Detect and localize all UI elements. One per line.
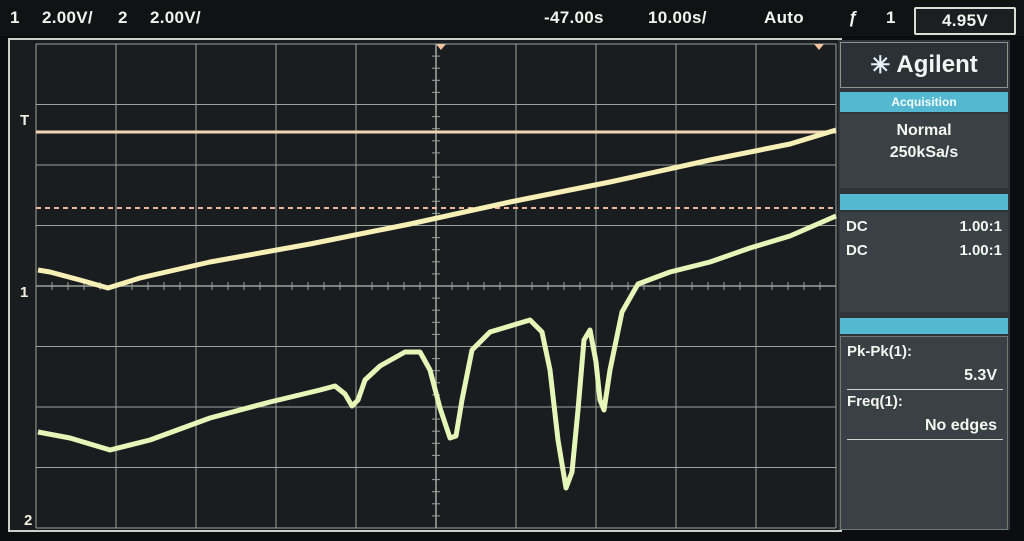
acquisition-mode: Normal [896,122,952,139]
pkpk-label: Pk-Pk(1): [847,343,913,360]
sample-rate: 250kSa/s [889,144,959,161]
channel2-scale[interactable]: 2.00V/ [150,8,201,27]
graticule-grid [35,43,837,529]
brand-name: Agilent [896,51,978,78]
brand-logo: ✳ Agilent [840,42,1008,88]
trigger-level[interactable]: 4.95V [914,7,1016,35]
channel2-probe: 1.00:1 [959,242,1002,259]
channel1-coupling: DC [846,218,868,235]
freq-value: No edges [924,417,997,434]
acquisition-header: Acquisition [840,92,1008,112]
measurements-section[interactable]: Pk-Pk(1): 5.3V Freq(1): No edges [840,336,1008,530]
time-scale[interactable]: 10.00s/ [648,8,707,27]
pkpk-value: 5.3V [964,367,997,384]
trigger-marker-label: T [20,112,30,129]
waveform-display[interactable]: T 1 2 [8,38,842,532]
trigger-channel[interactable]: 1 [886,8,896,27]
channel1-probe: 1.00:1 [959,218,1002,235]
trigger-level-value: 4.95V [942,11,988,30]
measurements-header [840,318,1008,334]
graticule-and-traces [35,43,837,529]
acquisition-section[interactable]: Normal 250kSa/s [840,114,1008,188]
trigger-edge-icon: ƒ [848,8,858,27]
channel2-number[interactable]: 2 [118,8,128,27]
channel1-info: DC 1.00:1 [846,218,1002,235]
info-panel: ✳ Agilent Acquisition Normal 250kSa/s DC… [838,40,1010,530]
channels-header [840,194,1008,210]
measurement-divider [847,389,1003,390]
channel2-trace [37,213,837,491]
trigger-position-marker [436,44,446,50]
channel1-trace [37,127,837,291]
status-bar: 1 2.00V/ 2 2.00V/ -47.00s 10.00s/ Auto ƒ… [0,0,1024,36]
trigger-mode[interactable]: Auto [764,8,804,27]
channel2-coupling: DC [846,242,868,259]
channel1-number[interactable]: 1 [10,8,20,27]
agilent-spark-icon: ✳ [870,51,891,79]
delay-marker [814,44,824,50]
freq-label: Freq(1): [847,393,903,410]
channels-section[interactable]: DC 1.00:1 DC 1.00:1 [840,212,1008,312]
channel1-ground-marker[interactable]: 1 [20,284,29,301]
channel1-scale[interactable]: 2.00V/ [42,8,93,27]
time-offset[interactable]: -47.00s [544,8,604,27]
channel2-ground-marker[interactable]: 2 [24,512,33,529]
channel2-info: DC 1.00:1 [846,242,1002,259]
measurement-divider [847,439,1003,440]
